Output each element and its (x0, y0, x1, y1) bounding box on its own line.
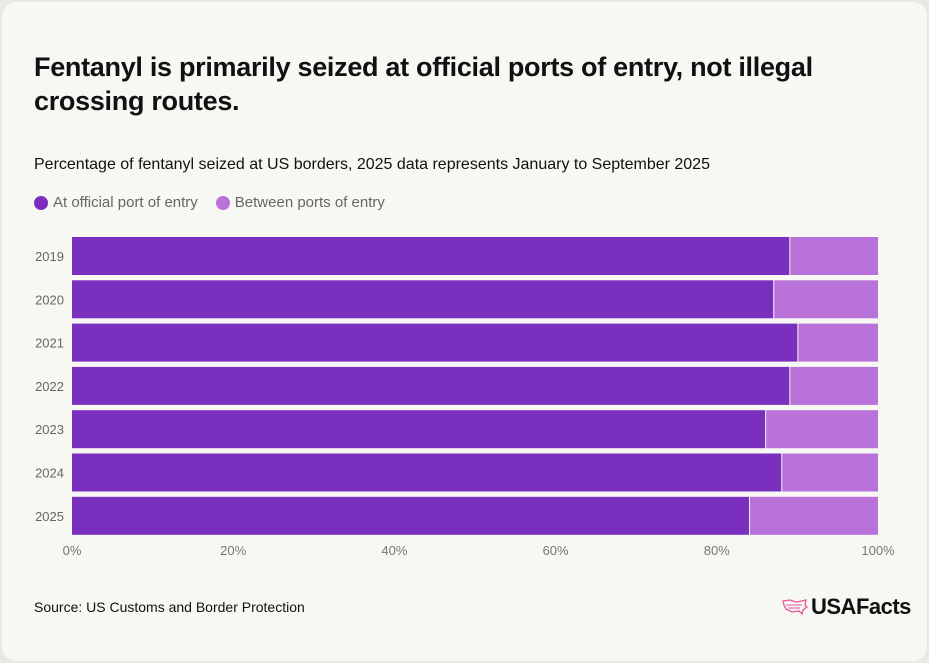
y-tick-label: 2025 (35, 509, 64, 524)
bar-2023-between (766, 410, 878, 449)
legend-item-between: Between ports of entry (215, 194, 385, 211)
bar-2025-port (72, 496, 750, 535)
bar-2019-port (72, 237, 790, 275)
chart-title: Fentanyl is primarily seized at official… (34, 52, 813, 116)
usafacts-logo: USAFacts (782, 594, 911, 620)
bar-2020-between (774, 280, 878, 319)
us-map-icon (782, 599, 808, 616)
legend-item-port: At official port of entry (34, 194, 198, 211)
x-tick-label: 100% (861, 543, 895, 558)
y-tick-label: 2022 (35, 379, 64, 394)
legend-swatch-port (34, 195, 48, 210)
bar-2024-port (72, 453, 782, 492)
legend-label-between: Between ports of entry (234, 194, 385, 211)
x-tick-label: 20% (220, 543, 246, 558)
x-tick-label: 80% (704, 543, 730, 558)
y-tick-label: 2021 (35, 336, 64, 351)
bar-2022-between (790, 366, 878, 405)
bar-2021-between (798, 323, 878, 362)
legend-label-port: At official port of entry (53, 194, 198, 211)
bar-2023-port (72, 410, 766, 449)
source-note: Source: US Customs and Border Protection (34, 599, 305, 615)
legend-swatch-between (215, 195, 230, 210)
y-tick-label: 2019 (35, 249, 64, 264)
x-tick-label: 0% (63, 543, 82, 558)
logo-text: USAFacts (811, 594, 911, 619)
bar-2022-port (72, 366, 790, 405)
y-tick-label: 2023 (35, 422, 64, 437)
x-tick-label: 60% (543, 543, 569, 558)
y-tick-label: 2020 (35, 292, 64, 307)
bar-2019-between (790, 237, 878, 275)
chart-subtitle: Percentage of fentanyl seized at US bord… (34, 156, 710, 173)
x-tick-label: 40% (381, 543, 407, 558)
bar-2020-port (72, 280, 774, 319)
bar-2024-between (782, 453, 878, 492)
y-tick-label: 2024 (35, 466, 64, 481)
legend: At official port of entry Between ports … (34, 194, 385, 211)
bar-2025-between (750, 496, 878, 535)
bar-2021-port (72, 323, 798, 362)
